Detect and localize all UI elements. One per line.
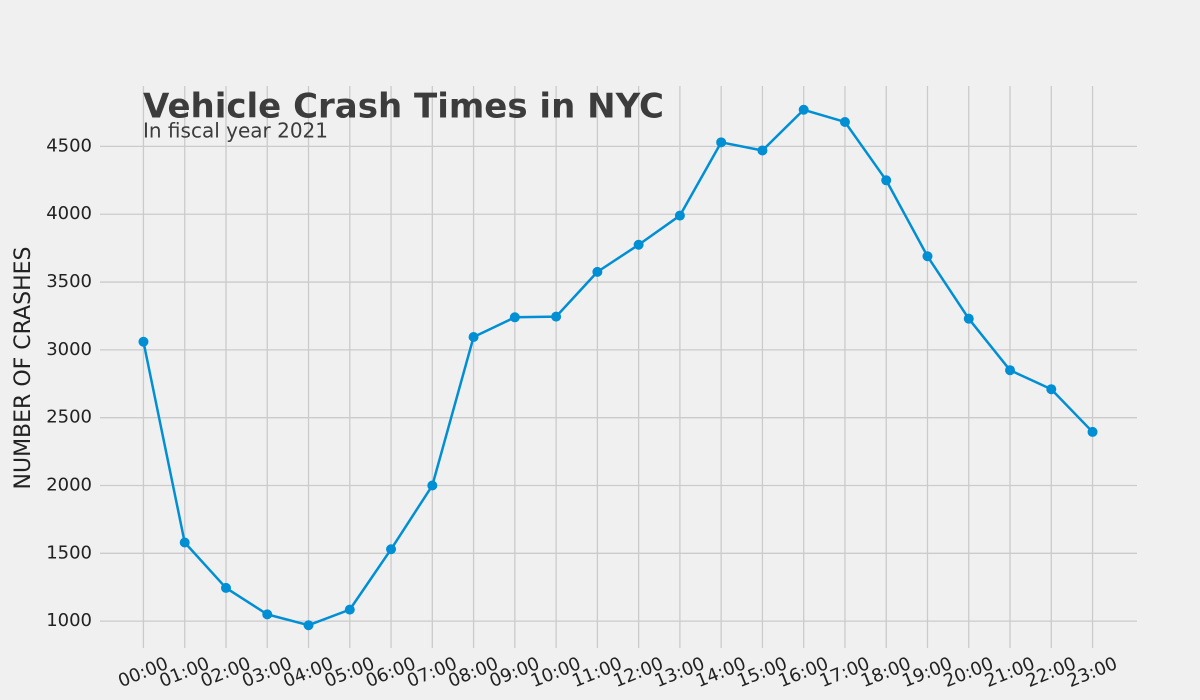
point [344,604,355,615]
point [633,239,644,250]
point [716,137,727,148]
y-tick-label: 3000 [46,339,92,360]
point [1005,365,1016,376]
point [303,620,314,631]
chart-subtitle: In fiscal year 2021 [143,119,328,143]
point [427,480,438,491]
y-tick-label: 3500 [46,271,92,292]
plot [138,104,1098,631]
y-tick-label: 2000 [46,475,92,496]
point [881,175,892,186]
point [674,210,685,221]
y-tick-label: 1000 [46,610,92,631]
point [220,582,231,593]
point [138,336,149,347]
y-tick-label: 4500 [46,135,92,156]
point [798,104,809,115]
point [1087,426,1098,437]
point [963,313,974,324]
point [551,311,562,322]
point [839,116,850,127]
y-axis-label: NUMBER OF CRASHES [11,247,36,490]
grid [100,86,1137,648]
point [386,544,397,555]
y-tick-label: 4000 [46,203,92,224]
y-tick-label: 1500 [46,542,92,563]
point [757,145,768,156]
point [262,609,273,620]
y-tick-label: 2500 [46,407,92,428]
point [1046,384,1057,395]
chart-title: Vehicle Crash Times in NYC [143,87,664,127]
point [509,312,520,323]
point [179,537,190,548]
point [592,266,603,277]
line [142,108,1094,627]
point [922,251,933,262]
point [468,331,479,342]
